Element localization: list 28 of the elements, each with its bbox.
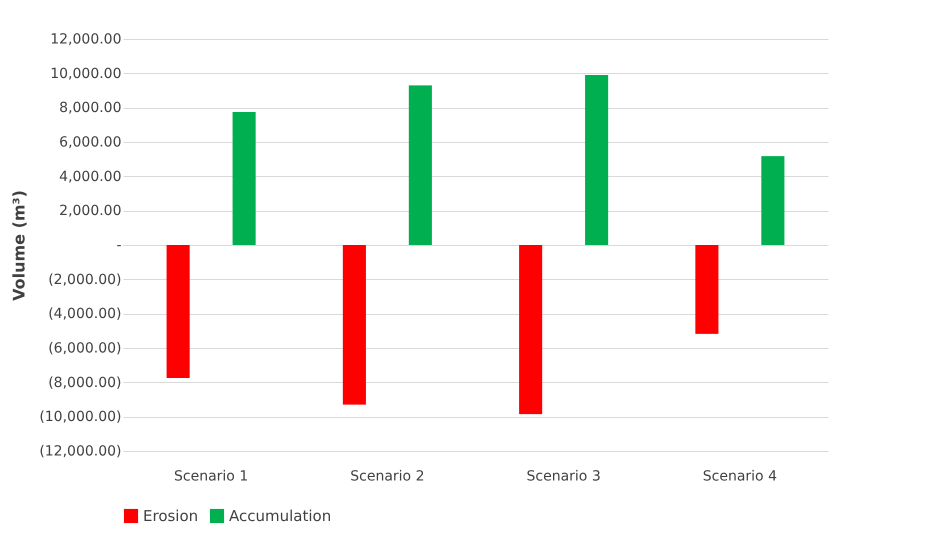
y-tick-label: 6,000.00 [59,134,122,150]
bar [166,245,190,378]
y-tick-label: 8,000.00 [59,100,122,116]
legend-label: Accumulation [229,507,332,525]
bar [519,245,542,414]
y-tick-label: (4,000.00) [48,306,122,322]
y-axis-title: Volume (m³) [9,190,28,301]
x-tick-label: Scenario 3 [526,468,601,484]
y-tick-label: 2,000.00 [59,203,122,220]
bar [695,245,718,334]
y-tick-label: 12,000.00 [50,32,122,48]
x-tick-label: Scenario 1 [174,468,248,484]
bar [408,85,432,245]
y-tick-label: 4,000.00 [59,168,122,185]
bar [585,75,608,245]
bar [761,156,784,245]
y-tick-label: - [116,238,122,254]
y-tick-label: (2,000.00) [48,272,122,288]
bar [342,245,366,405]
y-tick-label: (12,000.00) [39,444,122,460]
bar [232,112,256,245]
y-tick-label: (10,000.00) [39,409,122,426]
legend-label: Erosion [143,507,198,525]
y-tick-label: (6,000.00) [48,340,122,356]
y-tick-label: (8,000.00) [48,374,122,391]
y-tick-label: 10,000.00 [50,66,122,82]
x-tick-label: Scenario 2 [350,468,424,484]
x-tick-label: Scenario 4 [702,468,778,484]
